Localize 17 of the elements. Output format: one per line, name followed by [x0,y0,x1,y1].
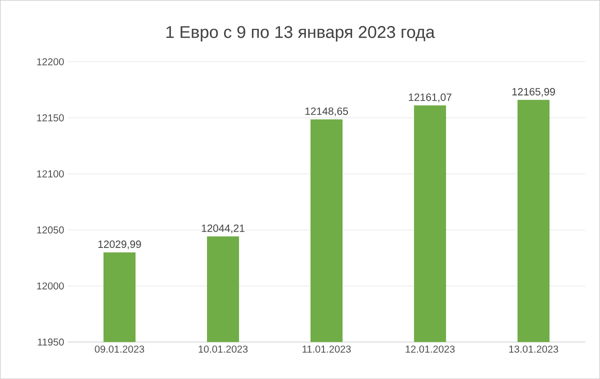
x-tick-label: 13.01.2023 [509,346,558,353]
x-tick-label: 09.01.2023 [94,346,144,353]
y-tick-label: 12100 [37,170,64,178]
data-label: 12029,99 [98,240,141,250]
data-label: 12044,21 [202,224,244,234]
x-tick-label: 10.01.2023 [198,346,248,353]
y-tick-label: 12200 [37,58,64,66]
data-label: 12165,99 [512,88,555,97]
y-tick-label: 12150 [37,114,64,122]
y-tick-label: 12000 [37,282,64,290]
chart-title: 1 Евро с 9 по 13 января 2023 года [166,26,435,42]
x-tick-label: 11.01.2023 [302,346,351,353]
data-label: 12161,07 [408,94,452,102]
data-label: 12148,65 [305,108,348,116]
x-tick-label: 12.01.2023 [406,346,455,353]
y-tick-label: 11950 [38,338,64,346]
y-tick-label: 12050 [37,226,64,234]
